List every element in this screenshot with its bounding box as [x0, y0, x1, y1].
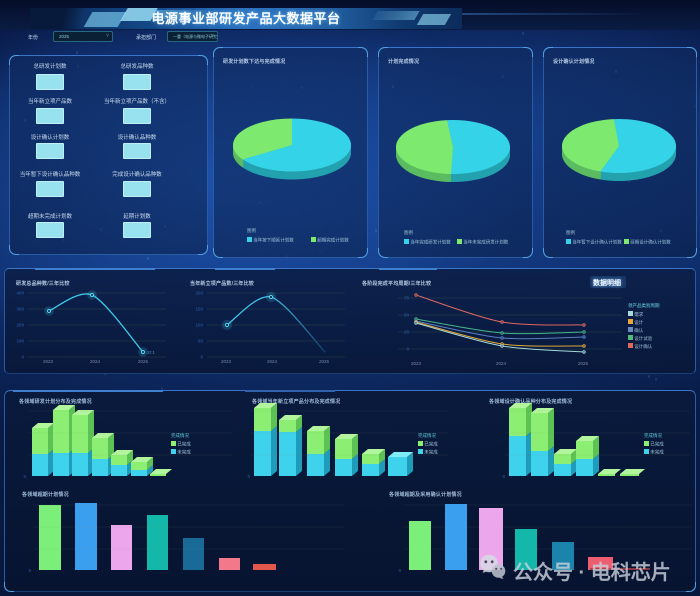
svg-text:0: 0: [200, 355, 203, 360]
svg-text:200: 200: [195, 291, 203, 296]
svg-text:0: 0: [23, 474, 26, 479]
svg-text:0: 0: [247, 474, 250, 479]
svg-text:0: 0: [502, 474, 505, 479]
svg-text:0: 0: [406, 347, 409, 352]
svg-text:0: 0: [398, 568, 401, 573]
svg-text:0: 0: [21, 355, 24, 360]
svg-text:100: 100: [16, 339, 24, 344]
svg-text:50: 50: [198, 339, 204, 344]
svg-text:0: 0: [28, 568, 31, 573]
svg-text:400: 400: [16, 291, 24, 296]
svg-text:12.1: 12.1: [147, 350, 156, 355]
svg-text:300: 300: [16, 307, 24, 312]
svg-text:200: 200: [16, 323, 24, 328]
svg-text:25: 25: [404, 330, 410, 335]
svg-text:75: 75: [404, 296, 410, 301]
svg-text:50: 50: [404, 313, 410, 318]
svg-text:100: 100: [195, 323, 203, 328]
svg-text:150: 150: [195, 307, 203, 312]
